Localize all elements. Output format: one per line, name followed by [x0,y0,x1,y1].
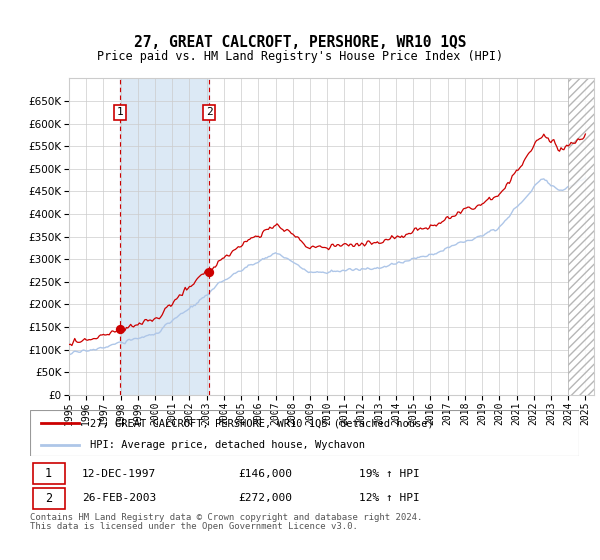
Text: 12% ↑ HPI: 12% ↑ HPI [359,493,420,503]
Text: HPI: Average price, detached house, Wychavon: HPI: Average price, detached house, Wych… [91,440,365,450]
Text: Price paid vs. HM Land Registry's House Price Index (HPI): Price paid vs. HM Land Registry's House … [97,50,503,63]
Text: 26-FEB-2003: 26-FEB-2003 [82,493,157,503]
Text: 1: 1 [116,108,123,117]
Point [115,324,125,333]
Text: 1: 1 [45,467,52,480]
Text: £146,000: £146,000 [239,469,293,479]
Bar [33,464,65,484]
Text: This data is licensed under the Open Government Licence v3.0.: This data is licensed under the Open Gov… [30,522,358,531]
Bar [120,78,209,395]
Text: £272,000: £272,000 [239,493,293,503]
Point [205,267,214,276]
Bar [568,78,594,395]
Bar [33,488,65,509]
Text: 12-DEC-1997: 12-DEC-1997 [82,469,157,479]
Text: 27, GREAT CALCROFT, PERSHORE, WR10 1QS: 27, GREAT CALCROFT, PERSHORE, WR10 1QS [134,35,466,50]
Text: 27, GREAT CALCROFT, PERSHORE, WR10 1QS (detached house): 27, GREAT CALCROFT, PERSHORE, WR10 1QS (… [91,418,434,428]
Text: 2: 2 [206,108,212,117]
Text: Contains HM Land Registry data © Crown copyright and database right 2024.: Contains HM Land Registry data © Crown c… [30,513,422,522]
Text: 2: 2 [45,492,52,505]
Text: 19% ↑ HPI: 19% ↑ HPI [359,469,420,479]
